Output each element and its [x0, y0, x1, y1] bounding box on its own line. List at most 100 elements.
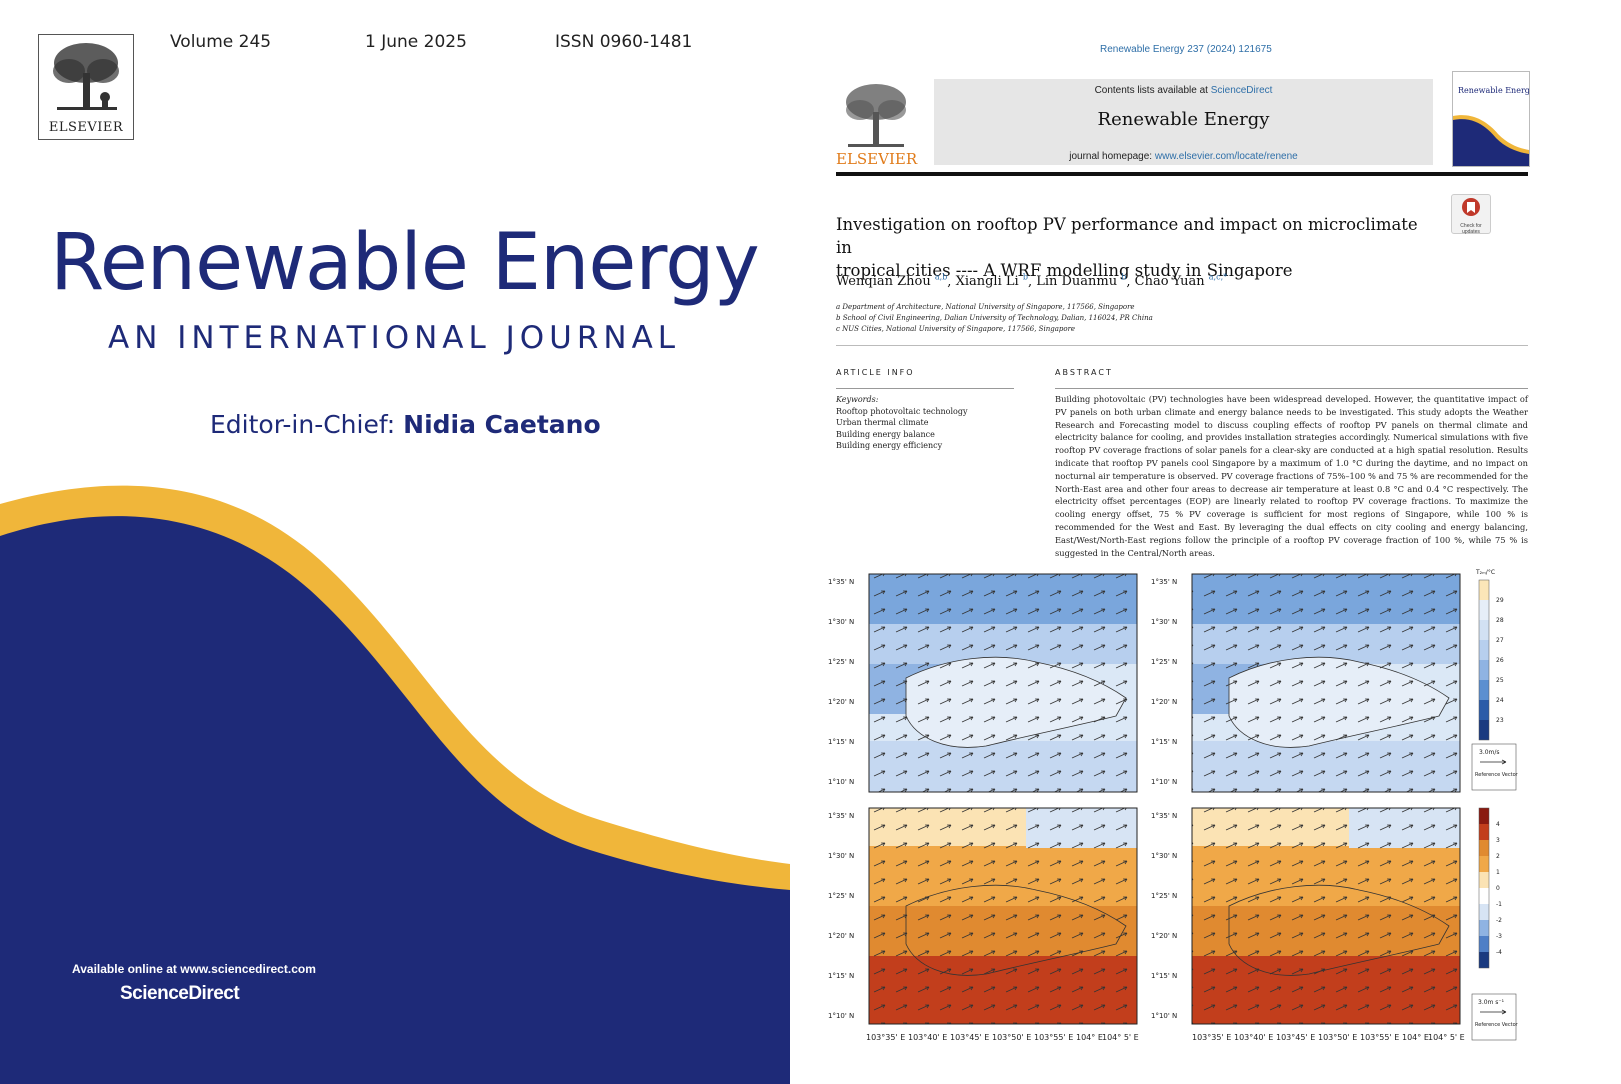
article-info-heading: ARTICLE INFO — [836, 368, 915, 377]
journal-cover: ELSEVIER Volume 245 1 June 2025 ISSN 096… — [0, 0, 790, 1084]
colorbar-tick: -2 — [1496, 917, 1502, 924]
paper-title-line-1: Investigation on rooftop PV performance … — [836, 215, 1418, 257]
author[interactable]: Lin Duanmu b — [1036, 273, 1127, 290]
lat-tick: 1°25' N — [1151, 658, 1177, 666]
editor-label: Editor-in-Chief: — [210, 410, 396, 439]
elsevier-wordmark: ELSEVIER — [836, 150, 918, 168]
lon-tick: 103°35' E — [866, 1033, 905, 1042]
colorbar-tick: 29 — [1496, 597, 1504, 604]
lon-tick: 104° E — [1076, 1033, 1103, 1042]
ref-vector-label: Reference Vector — [1475, 1022, 1519, 1028]
lon-tick: 103°50' E — [992, 1033, 1031, 1042]
journal-header-box: Contents lists available at ScienceDirec… — [934, 79, 1433, 165]
homepage-link[interactable]: www.elsevier.com/locate/renene — [1154, 151, 1298, 162]
contents-line: Contents lists available at ScienceDirec… — [934, 85, 1433, 96]
header-divider — [836, 172, 1528, 176]
ref-vector-value: 3.0m/s — [1479, 749, 1500, 756]
citation-line[interactable]: Renewable Energy 237 (2024) 121675 — [1100, 44, 1272, 55]
homepage-line: journal homepage: www.elsevier.com/locat… — [934, 151, 1433, 162]
lon-tick: 103°40' E — [908, 1033, 947, 1042]
journal-name: Renewable Energy — [1097, 109, 1270, 130]
map-panel-bottom-right — [1191, 807, 1461, 1025]
mini-cover-title: Renewable Energy — [1458, 86, 1530, 95]
sciencedirect-logo: ScienceDirect — [120, 983, 240, 1004]
lon-tick: 103°50' E — [1318, 1033, 1357, 1042]
lat-tick: 1°15' N — [828, 738, 854, 746]
colorbar-tick: -4 — [1496, 949, 1502, 956]
author-list: Wenqian Zhou a,b, Xiangli Li b, Lin Duan… — [836, 273, 1228, 290]
colorbar-tick: 25 — [1496, 677, 1504, 684]
paper-title-line-2: tropical cities ---- A WRF modelling stu… — [836, 261, 1293, 280]
lon-tick: 103°45' E — [950, 1033, 989, 1042]
homepage-prefix: journal homepage: — [1069, 151, 1155, 162]
available-online-text: Available online at www.sciencedirect.co… — [72, 962, 316, 976]
lon-tick: 103°45' E — [1276, 1033, 1315, 1042]
elsevier-tree-icon — [53, 43, 119, 110]
lon-tick: 103°40' E — [1234, 1033, 1273, 1042]
bookmark-icon — [1462, 198, 1480, 216]
colorbar-tick: 28 — [1496, 617, 1504, 624]
colorbar-tick: -1 — [1496, 901, 1502, 908]
keywords-block: Keywords: Rooftop photovoltaic technolog… — [836, 394, 967, 452]
lat-tick: 1°10' N — [828, 778, 854, 786]
colorbar-tick: 3 — [1496, 837, 1500, 844]
lat-tick: 1°15' N — [1151, 972, 1177, 980]
keyword: Urban thermal climate — [836, 418, 929, 427]
sciencedirect-link[interactable]: ScienceDirect — [1210, 85, 1273, 96]
colorbar-tick: 23 — [1496, 717, 1504, 724]
paper-page: Renewable Energy 237 (2024) 121675 ELSEV… — [790, 0, 1621, 1084]
contents-prefix: Contents lists available at — [1094, 85, 1211, 96]
lon-tick: 104° 5' E — [1428, 1033, 1465, 1042]
lat-tick: 1°30' N — [828, 852, 854, 860]
colorbar-tick: 2 — [1496, 853, 1500, 860]
lat-tick: 1°20' N — [828, 698, 854, 706]
affiliation: a Department of Architecture, National U… — [836, 303, 1135, 311]
lon-tick: 104° E — [1402, 1033, 1429, 1042]
elsevier-tree-icon — [846, 84, 906, 147]
author[interactable]: Chao Yuan a,c,* — [1134, 273, 1228, 290]
lon-tick: 103°35' E — [1192, 1033, 1231, 1042]
affiliation: b School of Civil Engineering, Dalian Un… — [836, 314, 1153, 322]
colorbar-tick: -3 — [1496, 933, 1502, 940]
check-for-updates-button[interactable]: Check for updates — [1451, 194, 1491, 235]
keyword: Building energy efficiency — [836, 441, 943, 450]
lat-tick: 1°10' N — [1151, 778, 1177, 786]
map-panel-top-left — [868, 573, 1138, 793]
colorbar-top-label: T₂ₘ/°C — [1475, 569, 1495, 576]
lat-tick: 1°35' N — [1151, 578, 1177, 586]
editor-name: Nidia Caetano — [403, 410, 601, 439]
author[interactable]: Xiangli Li b — [955, 273, 1028, 290]
lat-tick: 1°10' N — [828, 1012, 854, 1020]
mini-journal-cover: Renewable Energy — [1452, 71, 1530, 167]
lon-tick: 104° 5' E — [1102, 1033, 1139, 1042]
check-updates-label: Check for updates — [1460, 223, 1482, 235]
author[interactable]: Wenqian Zhou a,b — [836, 273, 948, 290]
article-info-rule — [836, 388, 1014, 389]
lat-tick: 1°15' N — [1151, 738, 1177, 746]
cover-subtitle: AN INTERNATIONAL JOURNAL — [108, 320, 681, 356]
colorbar-tick: 24 — [1496, 697, 1504, 704]
ref-vector-label: Reference Vector — [1475, 772, 1519, 778]
lat-tick: 1°30' N — [1151, 618, 1177, 626]
lat-tick: 1°20' N — [1151, 698, 1177, 706]
mini-cover-wave — [1453, 115, 1529, 166]
abstract-rule — [1055, 388, 1528, 389]
keyword: Building energy balance — [836, 429, 935, 439]
elsevier-logo: ELSEVIER — [38, 34, 134, 140]
lat-tick: 1°25' N — [1151, 892, 1177, 900]
lon-tick: 103°55' E — [1360, 1033, 1399, 1042]
lon-tick: 103°55' E — [1034, 1033, 1073, 1042]
lat-tick: 1°10' N — [1151, 1012, 1177, 1020]
paper-title: Investigation on rooftop PV performance … — [836, 213, 1436, 282]
colorbar-tick: 27 — [1496, 637, 1504, 644]
cover-volume: Volume 245 — [170, 32, 272, 52]
keywords-heading: Keywords: — [836, 395, 879, 404]
elsevier-wordmark: ELSEVIER — [48, 120, 124, 135]
wrf-map-figure: 1°35' N 1°30' N 1°25' N 1°20' N 1°15' N … — [828, 569, 1519, 1042]
lat-tick: 1°30' N — [828, 618, 854, 626]
lat-tick: 1°25' N — [828, 658, 854, 666]
lat-tick: 1°15' N — [828, 972, 854, 980]
abstract-heading: ABSTRACT — [1055, 368, 1113, 377]
abstract-text: Building photovoltaic (PV) technologies … — [1055, 394, 1528, 558]
map-panel-top-right — [1191, 573, 1461, 793]
